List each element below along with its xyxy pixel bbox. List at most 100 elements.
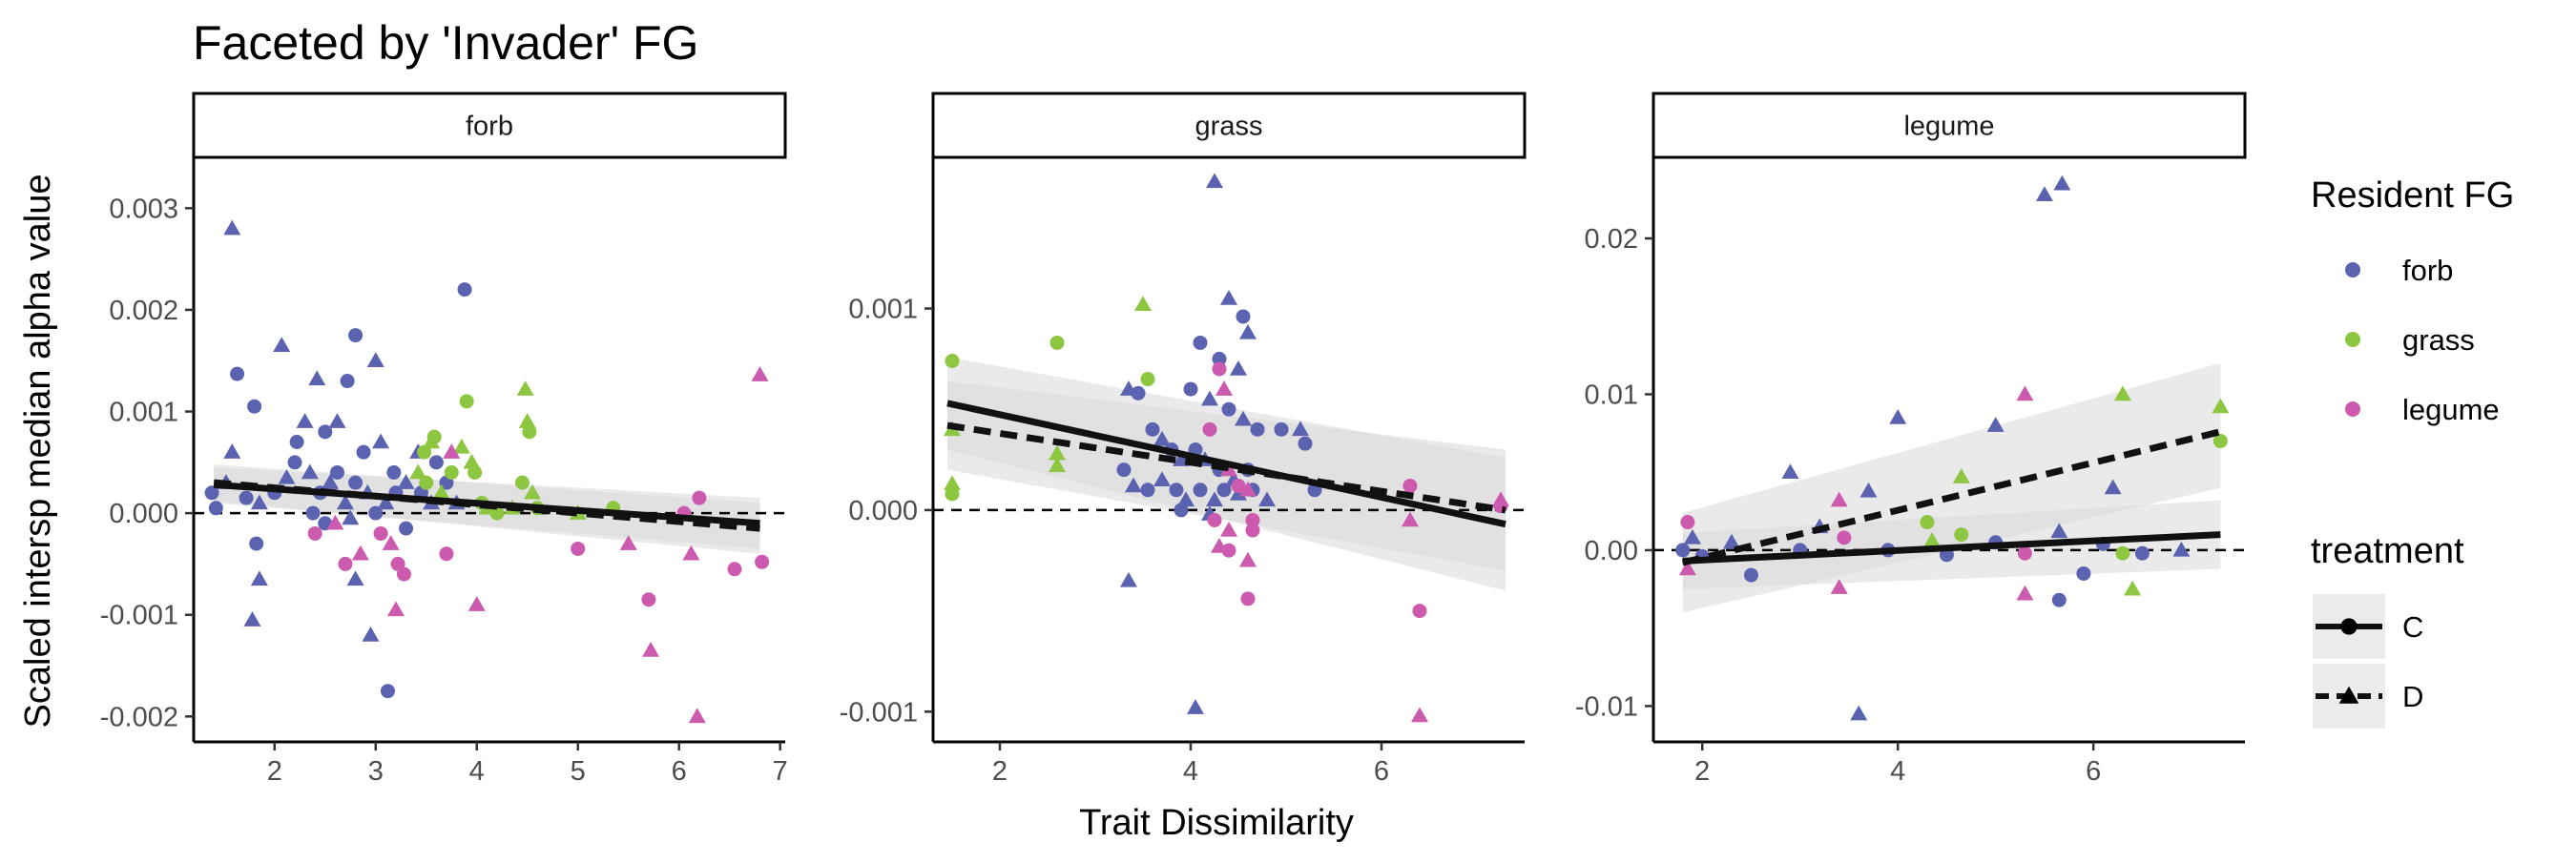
facet-strip-label: forb	[466, 112, 513, 142]
data-point	[467, 464, 483, 480]
data-point	[417, 444, 432, 460]
fit-line-D	[946, 421, 1506, 514]
data-point	[346, 570, 364, 586]
data-point	[2134, 545, 2150, 561]
data-point	[368, 505, 384, 521]
x-tick-label: 4	[1183, 756, 1198, 787]
data-point	[1131, 385, 1146, 401]
data-point	[457, 282, 472, 298]
data-point	[2124, 580, 2142, 596]
facet-strip	[192, 92, 787, 159]
y-axis-title: Scaled intersp median alpha value	[18, 175, 58, 729]
data-point	[571, 541, 586, 556]
data-point	[432, 483, 450, 500]
legend-label-forb: forb	[2402, 254, 2453, 287]
data-point	[463, 453, 481, 469]
data-point	[1220, 522, 1237, 537]
data-point	[642, 642, 660, 657]
data-point	[1153, 430, 1171, 446]
x-tick-label: 6	[1374, 756, 1389, 787]
data-point	[2212, 398, 2230, 414]
data-point	[326, 514, 344, 530]
data-point	[1231, 479, 1246, 494]
legend-shape-title: treatment	[2311, 531, 2464, 571]
legend-label-grass: grass	[2402, 323, 2475, 357]
data-point	[1986, 417, 2005, 432]
data-point	[1177, 491, 1195, 507]
data-point	[641, 592, 656, 607]
data-point	[348, 475, 364, 490]
data-point	[1889, 408, 1907, 424]
data-point	[1206, 491, 1223, 507]
data-point	[428, 455, 444, 470]
plot-title: Faceted by 'Invader' FG	[193, 16, 698, 70]
y-tick-label: -0.001	[840, 697, 918, 728]
data-point	[307, 525, 322, 541]
data-point	[250, 494, 268, 510]
data-point	[1245, 512, 1260, 527]
data-point	[1722, 533, 1740, 549]
facet-strip-label: grass	[1195, 112, 1263, 142]
data-point	[1411, 707, 1428, 723]
data-point	[1221, 401, 1236, 417]
y-tick-label: 0.00	[1585, 536, 1638, 566]
data-point	[1220, 461, 1237, 477]
data-point	[1292, 421, 1309, 437]
legend-key-grass	[2345, 332, 2360, 347]
data-point	[1201, 390, 1218, 406]
data-point	[518, 413, 536, 428]
data-point	[467, 596, 486, 611]
data-point	[1212, 361, 1227, 377]
data-point	[1125, 477, 1142, 493]
confidence-ribbons	[1682, 362, 2221, 613]
data-point	[945, 353, 960, 368]
data-point	[377, 494, 395, 510]
data-point	[1274, 421, 1289, 437]
x-tick-label: 4	[469, 756, 485, 787]
data-point	[356, 444, 371, 460]
data-point	[1169, 483, 1184, 498]
data-point	[1140, 483, 1155, 498]
data-point	[301, 463, 319, 480]
data-point	[318, 424, 333, 440]
data-point	[2113, 385, 2131, 401]
data-point	[1049, 335, 1065, 350]
data-point	[439, 546, 454, 562]
data-point	[399, 521, 414, 536]
data-point	[2076, 565, 2091, 581]
data-point	[755, 554, 770, 569]
data-point	[1258, 491, 1276, 507]
y-ticks: -0.01 0.00 0.01 0.02	[1575, 224, 1653, 722]
x-tick-label: 2	[267, 756, 282, 787]
data-point	[727, 562, 742, 577]
x-ticks: 2 3 4 5 6 7	[267, 742, 788, 787]
data-point	[944, 475, 961, 491]
fit-lines	[1681, 428, 2222, 566]
points	[944, 173, 1509, 723]
data-point	[459, 394, 474, 409]
data-point	[1859, 482, 1878, 498]
x-tick-label: 2	[992, 756, 1008, 787]
data-point	[619, 535, 637, 550]
data-point	[397, 474, 415, 489]
data-point	[296, 413, 314, 428]
data-point	[419, 475, 434, 490]
data-point	[524, 483, 542, 500]
data-point	[1206, 173, 1223, 189]
legend-key-marker	[2340, 618, 2358, 635]
data-point	[514, 475, 530, 490]
x-axis-title: Trait Dissimilarity	[1079, 803, 1354, 843]
data-point	[308, 370, 326, 386]
y-tick-label: -0.01	[1575, 691, 1638, 722]
legend-key-marker	[2338, 686, 2359, 704]
x-tick-label: 4	[1890, 756, 1905, 787]
legend-color-items: forb grass legume	[2345, 254, 2500, 426]
data-point	[287, 455, 302, 470]
legend-key-C	[2313, 594, 2385, 659]
fit-line-C	[1682, 531, 2221, 565]
data-point	[1680, 515, 1695, 530]
data-point	[682, 545, 700, 561]
